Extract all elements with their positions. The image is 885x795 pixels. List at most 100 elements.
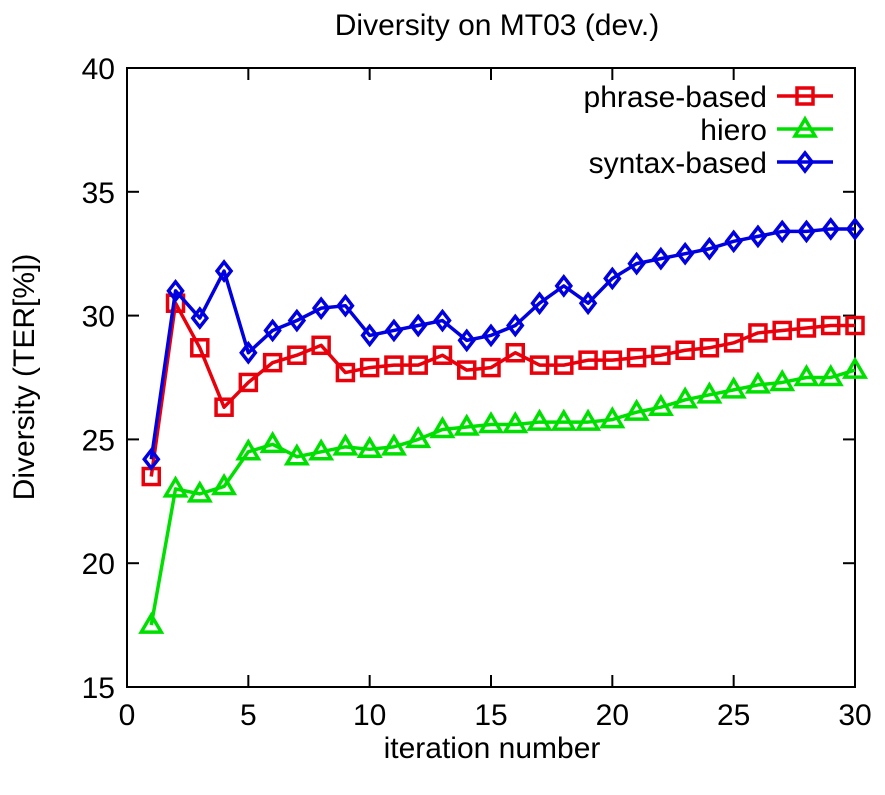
- data-point: [142, 447, 161, 472]
- data-point: [772, 219, 792, 244]
- data-point: [796, 318, 817, 338]
- chart-title: Diversity on MT03 (dev.): [335, 9, 660, 42]
- data-point: [603, 266, 622, 291]
- data-point: [554, 274, 574, 298]
- series-layer: [138, 217, 869, 634]
- data-point: [166, 278, 185, 303]
- data-point: [627, 251, 646, 276]
- data-point: [190, 338, 210, 358]
- data-point: [529, 355, 550, 375]
- data-point: [384, 318, 404, 343]
- data-point: [408, 313, 428, 338]
- data-point: [456, 360, 477, 380]
- data-point: [700, 236, 719, 261]
- data-point: [554, 355, 574, 375]
- legend-item: phrase-based: [584, 81, 833, 114]
- y-tick-label: 20: [82, 548, 115, 581]
- data-point: [841, 356, 869, 379]
- data-point: [723, 333, 744, 353]
- data-point: [262, 352, 283, 373]
- data-point: [190, 306, 210, 330]
- data-point: [699, 338, 720, 358]
- data-point: [477, 411, 505, 434]
- data-point: [526, 408, 553, 431]
- data-point: [845, 217, 865, 241]
- data-point: [626, 347, 647, 368]
- data-point: [724, 229, 743, 254]
- data-point: [359, 357, 380, 378]
- legend-label: hiero: [700, 114, 767, 147]
- data-point: [651, 345, 671, 365]
- data-point: [502, 411, 529, 434]
- x-tick-label: 20: [596, 699, 629, 732]
- data-point: [432, 345, 453, 365]
- data-point: [356, 435, 383, 459]
- data-point: [214, 397, 234, 417]
- data-point: [287, 308, 307, 333]
- data-point: [239, 340, 258, 365]
- series-hiero: [138, 356, 869, 634]
- data-point: [744, 371, 771, 394]
- data-point: [283, 443, 310, 466]
- data-point: [481, 357, 501, 378]
- data-point: [481, 323, 501, 348]
- data-point: [647, 393, 674, 416]
- data-point: [405, 425, 432, 449]
- data-point: [429, 416, 456, 439]
- data-point: [675, 241, 695, 266]
- data-point: [506, 313, 525, 338]
- x-tick-label: 10: [353, 699, 386, 732]
- data-point: [162, 475, 189, 498]
- data-point: [769, 369, 796, 392]
- data-point: [530, 291, 549, 316]
- data-point: [578, 350, 598, 370]
- data-point: [214, 259, 234, 283]
- data-point: [259, 430, 286, 454]
- data-point: [651, 246, 671, 271]
- data-point: [748, 323, 768, 343]
- data-point: [433, 308, 452, 333]
- data-point: [550, 408, 577, 431]
- y-tick-label: 30: [82, 301, 115, 334]
- legend-marker: [795, 86, 815, 106]
- y-tick-label: 15: [82, 672, 115, 705]
- data-point: [720, 376, 747, 399]
- x-tick-label: 0: [119, 699, 136, 732]
- data-point: [457, 328, 476, 353]
- data-point: [675, 340, 695, 361]
- x-axis-label: iteration number: [384, 732, 601, 765]
- axis-ticks: 0 5 10 15 20 25 30 15 20 25 30 35 40: [82, 53, 872, 732]
- data-point: [287, 345, 307, 365]
- data-point: [336, 293, 355, 318]
- x-tick-label: 30: [838, 699, 871, 732]
- data-point: [845, 315, 865, 336]
- y-tick-label: 40: [82, 53, 115, 86]
- data-point: [602, 350, 623, 370]
- data-point: [793, 364, 820, 387]
- data-point: [672, 386, 699, 409]
- legend-label: phrase-based: [584, 81, 767, 114]
- series-line: [149, 301, 855, 477]
- data-point: [332, 433, 359, 456]
- data-point: [311, 335, 331, 356]
- data-point: [408, 355, 428, 375]
- data-point: [599, 406, 626, 429]
- data-point: [696, 381, 723, 404]
- data-point: [311, 296, 331, 321]
- data-point: [360, 323, 379, 348]
- x-tick-label: 15: [474, 699, 507, 732]
- data-point: [578, 291, 598, 316]
- data-point: [335, 362, 356, 383]
- data-point: [186, 480, 213, 503]
- data-point: [238, 372, 259, 393]
- data-point: [235, 438, 262, 461]
- data-point: [820, 315, 841, 336]
- data-point: [817, 364, 844, 387]
- data-point: [575, 408, 602, 431]
- data-point: [772, 320, 792, 341]
- data-point: [380, 433, 407, 456]
- data-point: [821, 217, 840, 241]
- y-axis-label: Diversity (TER[%]): [8, 254, 41, 501]
- data-point: [308, 438, 335, 461]
